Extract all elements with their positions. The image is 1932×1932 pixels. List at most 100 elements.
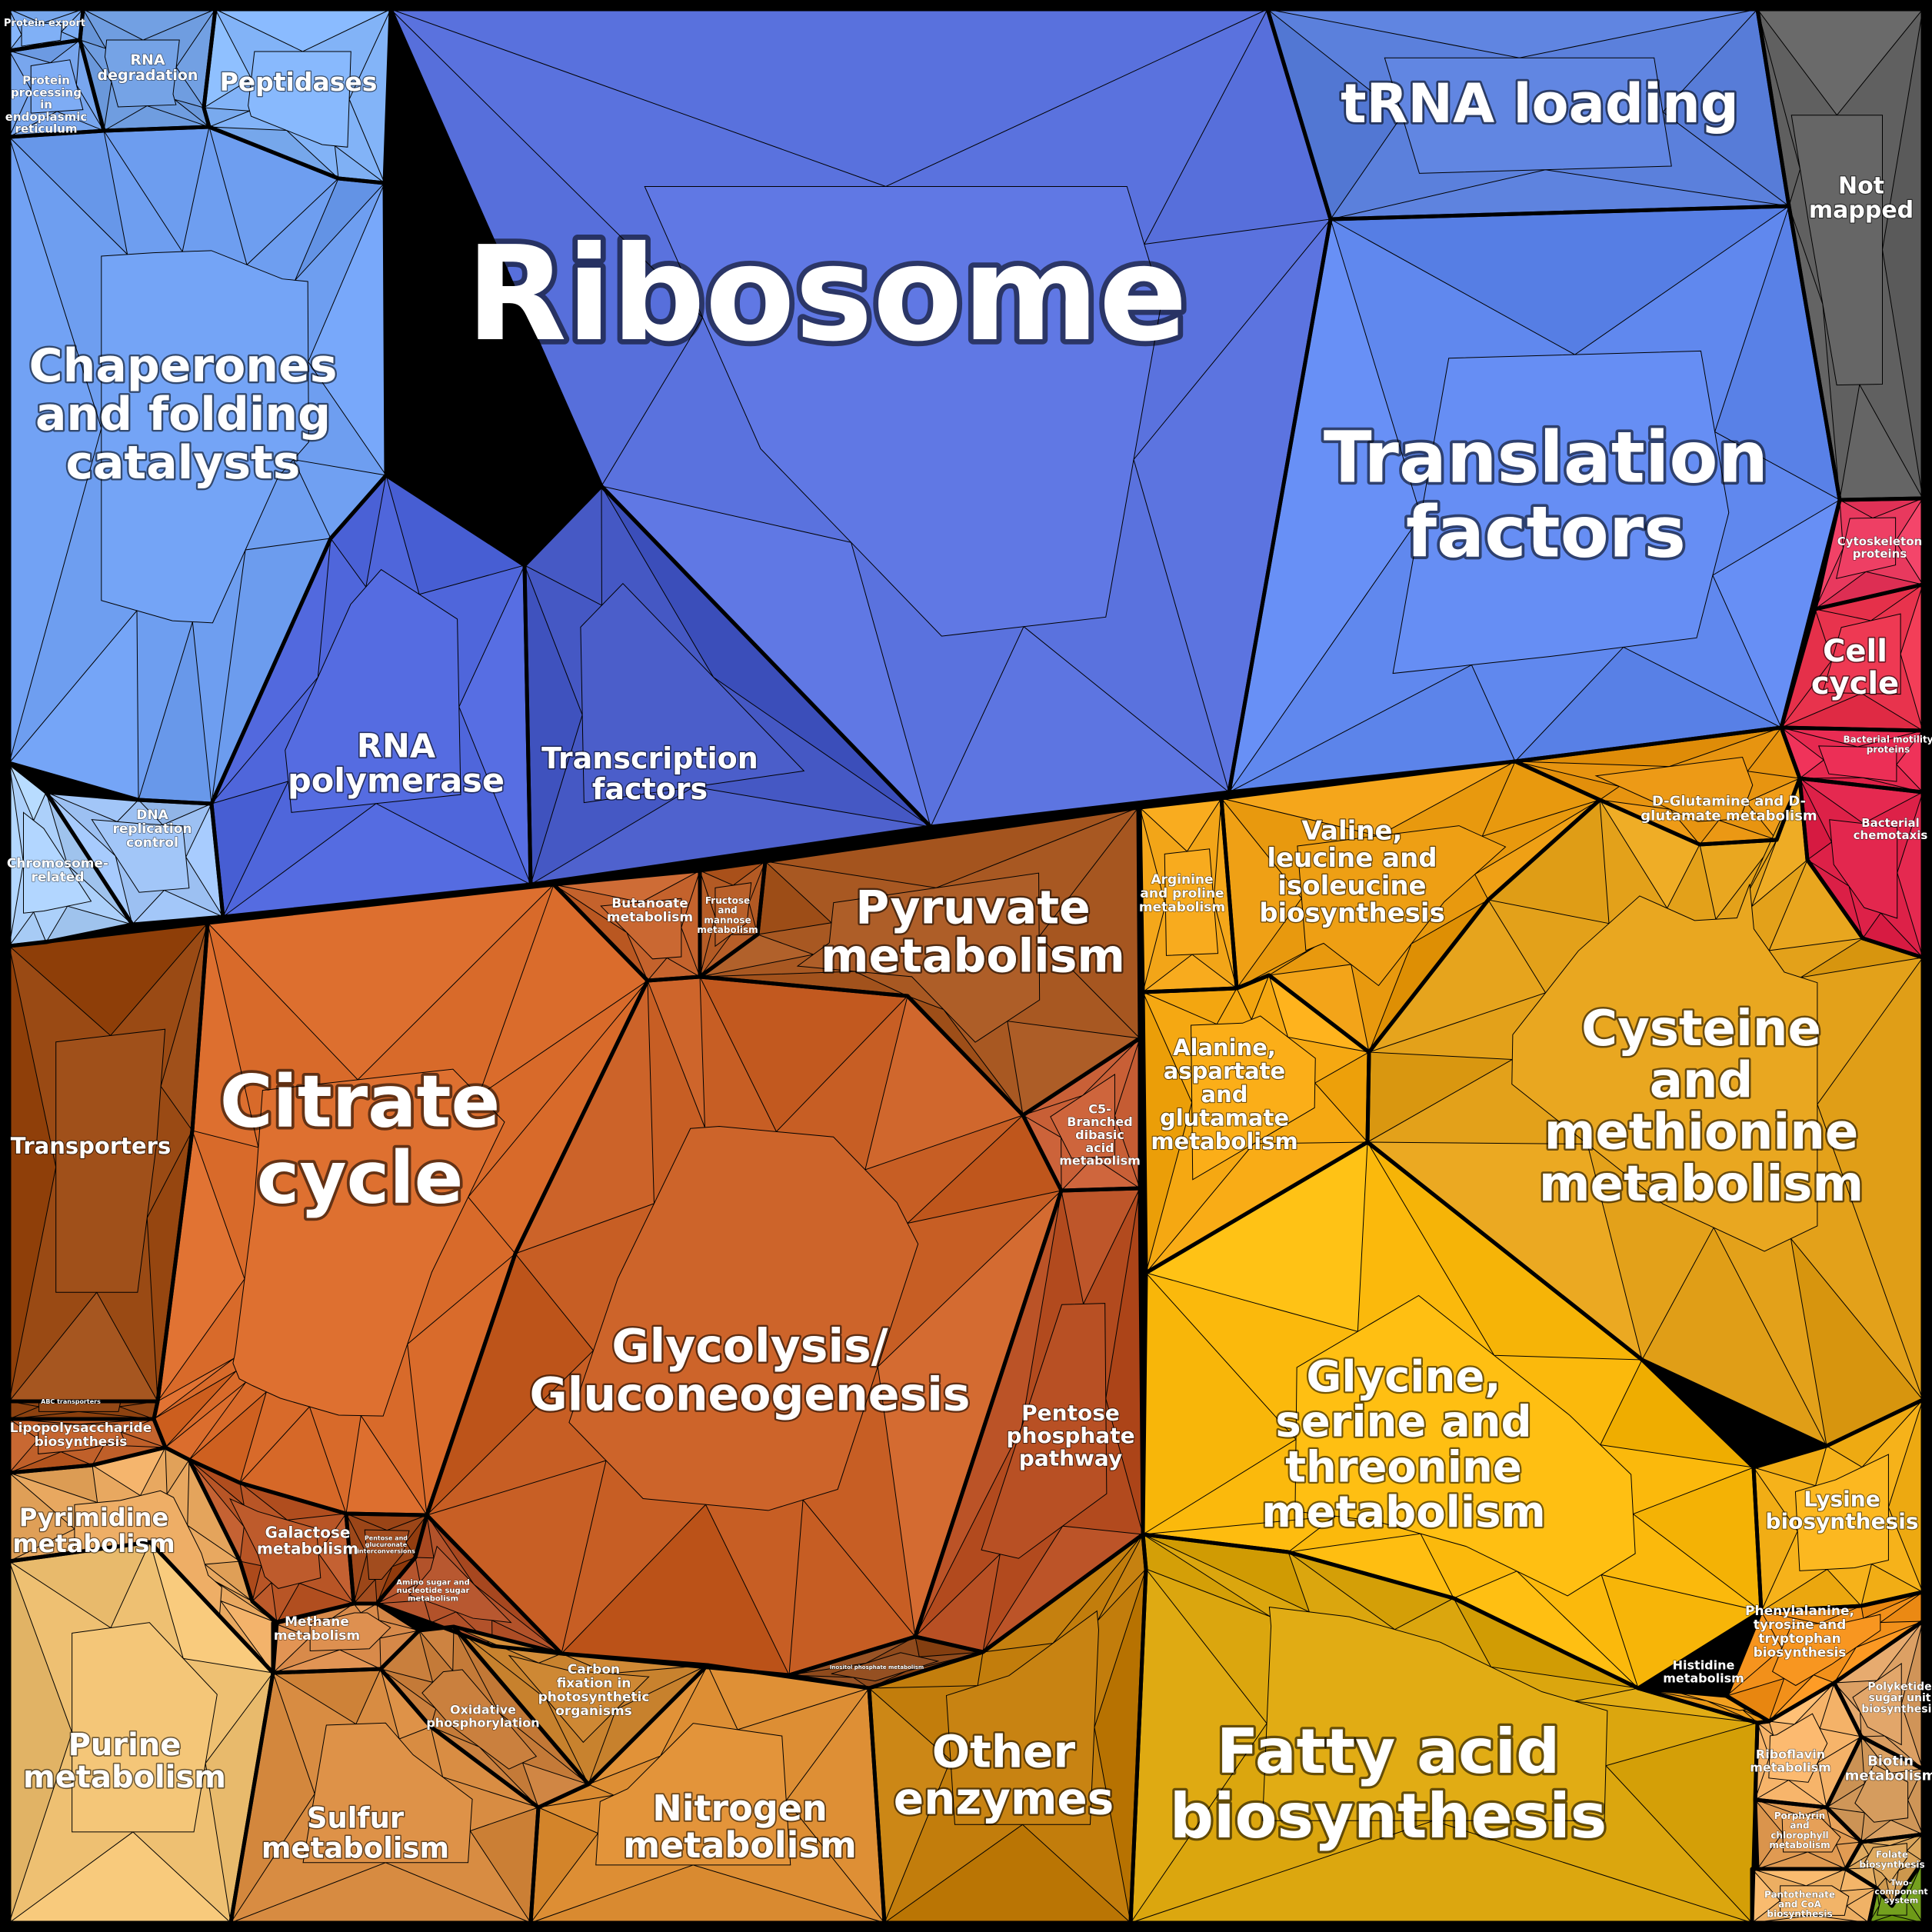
label-rna-polymerase: RNA polymerase bbox=[288, 727, 505, 800]
label-line: and folding bbox=[35, 388, 331, 441]
label-line: biosynthesis bbox=[35, 1434, 128, 1450]
label-line: Pyrimidine bbox=[19, 1503, 168, 1532]
label-line: Two- bbox=[1890, 1877, 1913, 1887]
label-porphyrin: Porphyrin and chlorophyll metabolism bbox=[1769, 1810, 1830, 1850]
label-line: Branched bbox=[1067, 1114, 1132, 1129]
label-line: processing bbox=[11, 85, 82, 99]
label-line: catalysts bbox=[65, 436, 300, 490]
subcell-core-not-mapped bbox=[1790, 115, 1884, 386]
label-line: Lipopolysaccharide bbox=[10, 1421, 152, 1436]
label-peptidases: Peptidases bbox=[220, 67, 378, 97]
label-line: metabolism bbox=[23, 1760, 226, 1795]
label-nitrogen: Nitrogen metabolism bbox=[623, 1787, 857, 1865]
label-line: biosynthesis bbox=[1766, 1509, 1919, 1534]
border-cysteine-methionine bbox=[1365, 776, 1925, 1448]
label-line: dibasic bbox=[1075, 1128, 1124, 1142]
label-line: Amino sugar and bbox=[396, 1579, 469, 1587]
label-citrate-cycle: Citrate cycle bbox=[220, 1061, 501, 1221]
subcell-core-rna-polymerase bbox=[285, 568, 461, 813]
subcell-core-transcription-factors bbox=[580, 582, 805, 804]
label-glycine-serine: Glycine, serine and threonine metabolism bbox=[1261, 1352, 1546, 1537]
label-line: Porphyrin bbox=[1774, 1810, 1826, 1821]
label-chaperones: Chaperones and folding catalysts bbox=[29, 339, 338, 490]
subcell-core-bacterial-motility bbox=[1817, 745, 1897, 782]
subcell-core-riboflavin bbox=[1768, 1713, 1828, 1783]
label-line: DNA bbox=[136, 808, 168, 823]
label-line: Biotin bbox=[1867, 1754, 1914, 1770]
label-line: Sulfur bbox=[307, 1801, 405, 1834]
label-line: in bbox=[40, 98, 52, 112]
subcell-core-other-enzymes bbox=[945, 1610, 1099, 1825]
label-line: metabolism bbox=[12, 1529, 175, 1558]
label-line: Transporters bbox=[11, 1133, 171, 1159]
subcell-core-sulfur bbox=[302, 1722, 473, 1864]
subcell-core-d-glutamine bbox=[1594, 757, 1754, 822]
label-line: replication bbox=[112, 821, 192, 837]
label-line: polymerase bbox=[288, 761, 505, 800]
label-line: Glycine, bbox=[1306, 1352, 1501, 1402]
label-line: Cell bbox=[1823, 634, 1887, 669]
subcell-core-pentose-glucuronate bbox=[364, 1529, 410, 1580]
label-line: nucleotide sugar bbox=[397, 1587, 470, 1595]
label-two-component: Two-component system bbox=[1874, 1877, 1927, 1905]
label-line: metabolism bbox=[1750, 1760, 1831, 1774]
label-line: Inositol phosphate metabolism bbox=[830, 1664, 924, 1671]
label-line: biosynthesis bbox=[1859, 1859, 1924, 1870]
label-pyruvate: Pyruvate metabolism bbox=[821, 881, 1125, 983]
label-galactose: Galactose metabolism bbox=[257, 1523, 358, 1557]
label-line: biosynthesis bbox=[1170, 1780, 1607, 1852]
label-line: Lysine bbox=[1804, 1486, 1880, 1511]
subcell-core-arginine-proline bbox=[1164, 848, 1219, 956]
label-line: mapped bbox=[1809, 196, 1914, 223]
label-cysteine-methionine: Cysteine and methionine metabolism bbox=[1539, 1001, 1864, 1213]
label-line: Translation bbox=[1324, 417, 1768, 499]
label-cytoskeleton: Cytoskeleton proteins bbox=[1837, 535, 1922, 561]
label-amino-sugar: Amino sugar and nucleotide sugar metabolis… bbox=[396, 1579, 469, 1604]
label-ribosome: Ribosome bbox=[466, 218, 1188, 371]
subcell-core-cytoskeleton bbox=[1835, 517, 1897, 579]
label-line: Alanine, bbox=[1173, 1034, 1276, 1061]
label-line: mannose bbox=[704, 914, 751, 925]
label-line: Phenylalanine, bbox=[1745, 1604, 1854, 1619]
label-line: Fructose bbox=[705, 895, 750, 906]
label-line: metabolism bbox=[274, 1628, 360, 1644]
subcell-core-porphyrin bbox=[1781, 1813, 1841, 1853]
subcell-core-fructose-mannose bbox=[715, 882, 752, 948]
label-line: Not bbox=[1838, 172, 1884, 199]
label-line: Glycolysis/ bbox=[611, 1319, 888, 1373]
label-line: Riboflavin bbox=[1756, 1747, 1825, 1761]
label-line: metabolism bbox=[1663, 1671, 1744, 1685]
subcell-core-trna-loading bbox=[1384, 57, 1672, 174]
label-line: fixation in bbox=[557, 1676, 631, 1691]
label-line: metabolism bbox=[607, 910, 693, 925]
subcell-core-cell-cycle bbox=[1822, 613, 1901, 695]
label-line: acid bbox=[1085, 1140, 1114, 1154]
label-purine: Purine metabolism bbox=[23, 1727, 226, 1795]
subcell-core-ribosome bbox=[644, 185, 1162, 637]
label-line: Bacterial bbox=[1861, 816, 1920, 830]
subcell-core-inositol-phosphate bbox=[831, 1652, 940, 1682]
subcell-core-purine bbox=[72, 1622, 218, 1833]
label-line: enzymes bbox=[894, 1773, 1114, 1825]
label-line: Pentose and bbox=[365, 1534, 408, 1541]
label-line: Cysteine bbox=[1581, 1001, 1821, 1058]
label-line: glucuronate bbox=[365, 1541, 408, 1548]
subcell-core-c5-branched bbox=[1050, 1074, 1115, 1159]
label-bacterial-chemotaxis: Bacterial chemotaxis bbox=[1854, 816, 1928, 842]
label-line: Other bbox=[932, 1726, 1076, 1778]
subcell-core-dna-replication bbox=[91, 819, 190, 893]
label-abc-transporters: ABC transporters bbox=[41, 1398, 101, 1405]
label-line: cycle bbox=[1811, 666, 1899, 701]
label-line: Fatty acid bbox=[1217, 1716, 1561, 1787]
label-line: Ribosome bbox=[466, 218, 1188, 371]
label-line: phosphorylation bbox=[426, 1715, 539, 1730]
label-line: threonine bbox=[1285, 1443, 1522, 1493]
label-c5-branched: C5-Branched dibasic acid metabolism bbox=[1059, 1101, 1141, 1168]
label-line: Chaperones bbox=[29, 339, 338, 393]
label-line: Pantothenate bbox=[1764, 1889, 1835, 1900]
label-line: interconversions bbox=[357, 1547, 415, 1554]
label-line: chlorophyll bbox=[1770, 1830, 1828, 1840]
label-line: Histidine bbox=[1673, 1657, 1735, 1672]
